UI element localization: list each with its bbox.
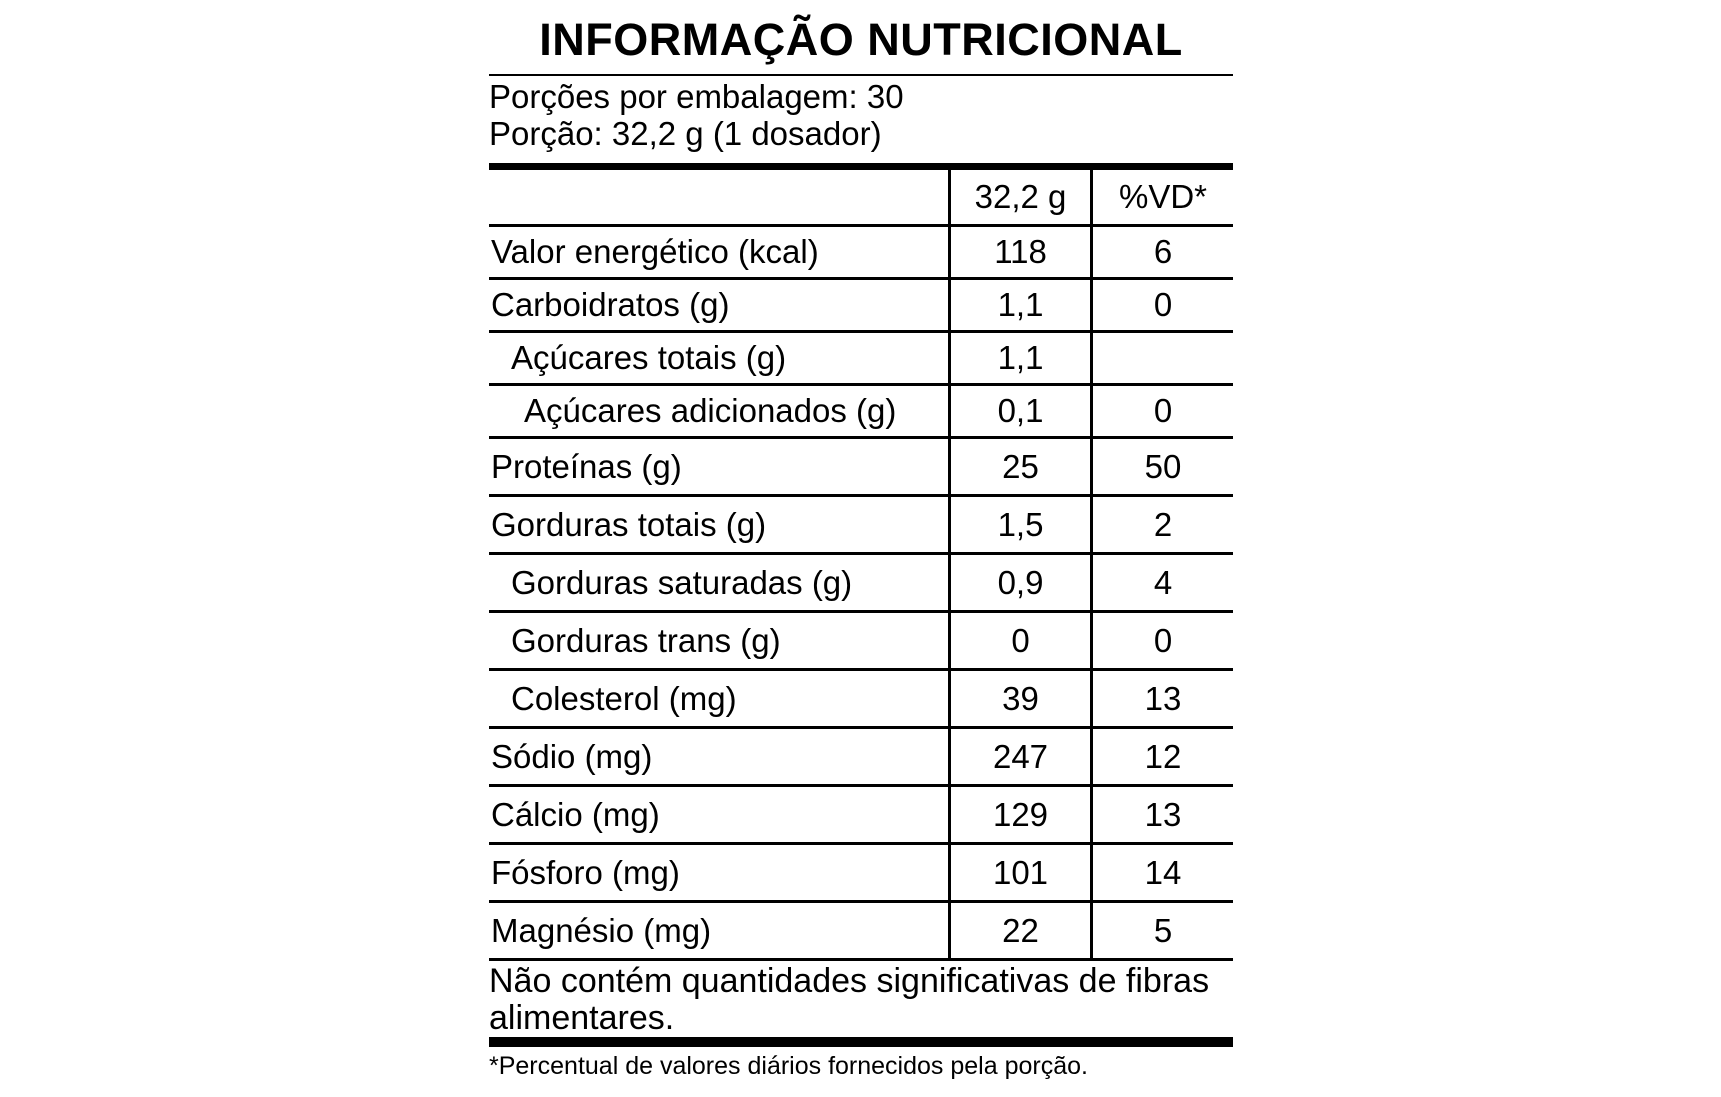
nutrient-name: Cálcio (mg) <box>491 795 660 833</box>
nutrient-name: Carboidratos (g) <box>491 286 730 323</box>
nutrient-name: Colesterol (mg) <box>511 679 737 717</box>
nutrient-row: Carboidratos (g) 1,1 0 <box>489 280 1233 333</box>
table-top-rule <box>489 163 1233 170</box>
header-nutrient-column <box>489 170 948 224</box>
nutrient-amount: 1,1 <box>948 280 1090 330</box>
nutrient-row: Açúcares totais (g) 1,1 <box>489 333 1233 386</box>
table-header-row: 32,2 g %VD* <box>489 170 1233 227</box>
nutrient-daily-value <box>1090 333 1233 383</box>
nutrient-row: Gorduras saturadas (g) 0,9 4 <box>489 555 1233 613</box>
label-title: INFORMAÇÃO NUTRICIONAL <box>539 14 1183 65</box>
serving-size: Porção: 32,2 g (1 dosador) <box>489 115 882 152</box>
servings-per-package: Porções por embalagem: 30 <box>489 78 904 115</box>
nutrient-row: Açúcares adicionados (g) 0,1 0 <box>489 386 1233 439</box>
nutrient-row: Gorduras trans (g) 0 0 <box>489 613 1233 671</box>
nutrient-name: Gorduras saturadas (g) <box>511 563 853 601</box>
nutrient-row: Proteínas (g) 25 50 <box>489 439 1233 497</box>
nutrient-amount: 22 <box>948 903 1090 958</box>
nutrient-daily-value: 13 <box>1090 671 1233 726</box>
nutrient-daily-value: 5 <box>1090 903 1233 958</box>
nutrient-row: Colesterol (mg) 39 13 <box>489 671 1233 729</box>
nutrient-daily-value: 12 <box>1090 729 1233 784</box>
nutrient-amount: 129 <box>948 787 1090 842</box>
nutrition-table: 32,2 g %VD* Valor energético (kcal) 118 6 C… <box>489 170 1233 961</box>
nutrient-amount: 101 <box>948 845 1090 900</box>
nutrient-name: Sódio (mg) <box>491 737 653 775</box>
nutrient-amount: 1,1 <box>948 333 1090 383</box>
nutrient-amount: 247 <box>948 729 1090 784</box>
nutrient-amount: 0,9 <box>948 555 1090 610</box>
nutrient-daily-value: 2 <box>1090 497 1233 552</box>
nutrient-daily-value: 0 <box>1090 386 1233 436</box>
nutrient-name: Fósforo (mg) <box>491 853 680 891</box>
daily-value-footnote: *Percentual de valores diários fornecido… <box>489 1052 1088 1080</box>
nutrient-row: Gorduras totais (g) 1,5 2 <box>489 497 1233 555</box>
nutrient-amount: 25 <box>948 439 1090 494</box>
table-bottom-rule <box>489 1037 1233 1047</box>
header-daily-value-column: %VD* <box>1090 170 1233 224</box>
nutrient-name: Gorduras trans (g) <box>511 621 781 659</box>
nutrient-name: Proteínas (g) <box>491 447 682 485</box>
nutrient-daily-value: 14 <box>1090 845 1233 900</box>
nutrition-table-rows: Valor energético (kcal) 118 6 Carboidratos … <box>489 227 1233 961</box>
label-box: INFORMAÇÃO NUTRICIONAL Porções por embal… <box>489 0 1233 1080</box>
nutrient-daily-value: 0 <box>1090 613 1233 668</box>
nutrient-daily-value: 4 <box>1090 555 1233 610</box>
nutrient-daily-value: 0 <box>1090 280 1233 330</box>
nutrient-amount: 0,1 <box>948 386 1090 436</box>
nutrient-daily-value: 6 <box>1090 227 1233 277</box>
title-divider-rule <box>489 74 1233 76</box>
nutrient-name: Valor energético (kcal) <box>491 233 819 270</box>
nutrient-amount: 0 <box>948 613 1090 668</box>
header-amount-column: 32,2 g <box>948 170 1090 224</box>
fiber-note: Não contém quantidades significativas de… <box>489 962 1210 1037</box>
nutrient-name: Açúcares totais (g) <box>511 339 787 376</box>
nutrient-row: Cálcio (mg) 129 13 <box>489 787 1233 845</box>
nutrient-name: Gorduras totais (g) <box>491 505 767 543</box>
nutrient-row: Sódio (mg) 247 12 <box>489 729 1233 787</box>
nutrient-name: Magnésio (mg) <box>491 911 712 949</box>
nutrient-name: Açúcares adicionados (g) <box>524 392 897 429</box>
nutrient-row: Valor energético (kcal) 118 6 <box>489 227 1233 280</box>
serving-info: Porções por embalagem: 30 Porção: 32,2 g… <box>489 76 1233 152</box>
nutrient-amount: 118 <box>948 227 1090 277</box>
nutrient-amount: 1,5 <box>948 497 1090 552</box>
nutrient-daily-value: 13 <box>1090 787 1233 842</box>
nutrient-row: Fósforo (mg) 101 14 <box>489 845 1233 903</box>
nutrient-row: Magnésio (mg) 22 5 <box>489 903 1233 961</box>
nutrient-daily-value: 50 <box>1090 439 1233 494</box>
nutrient-amount: 39 <box>948 671 1090 726</box>
